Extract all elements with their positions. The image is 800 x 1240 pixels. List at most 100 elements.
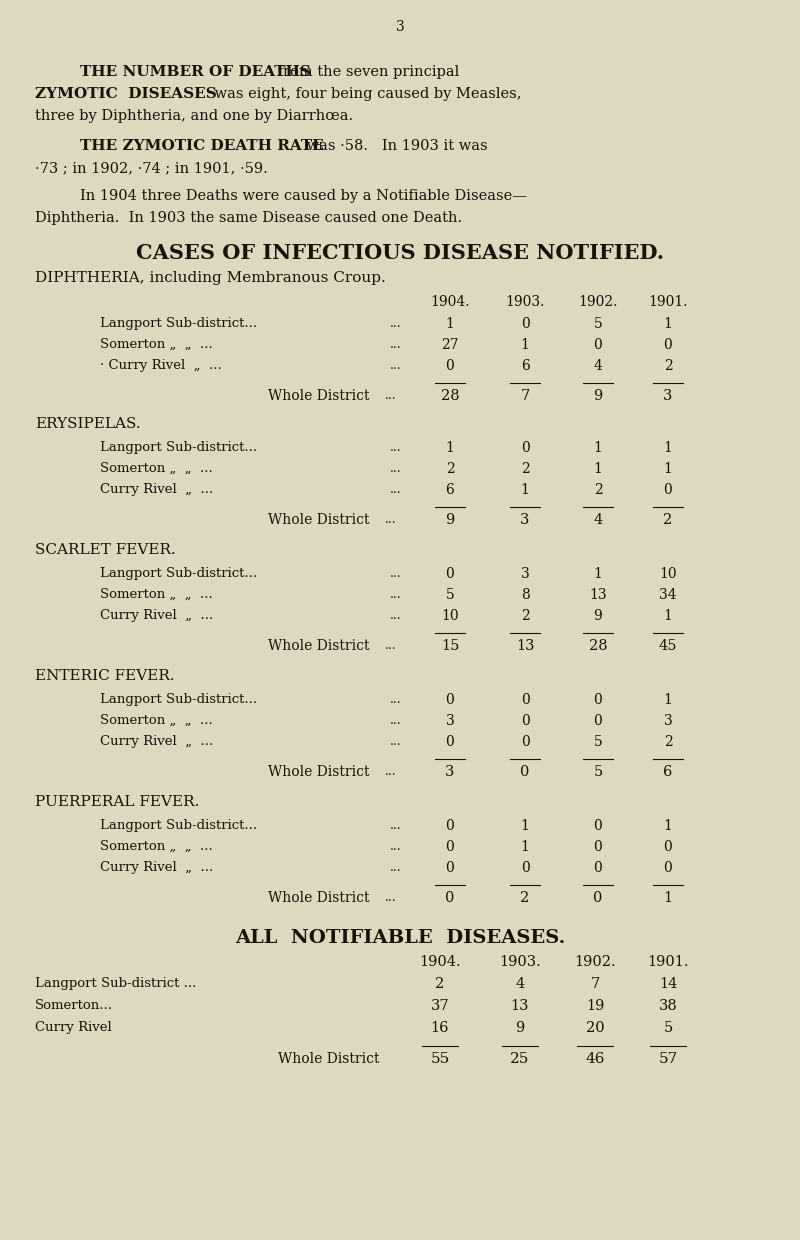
Text: 45: 45 xyxy=(658,639,678,653)
Text: Langport Sub-district...: Langport Sub-district... xyxy=(100,818,257,832)
Text: 27: 27 xyxy=(441,339,459,352)
Text: ZYMOTIC  DISEASES: ZYMOTIC DISEASES xyxy=(35,87,217,100)
Text: 3: 3 xyxy=(521,567,530,582)
Text: SCARLET FEVER.: SCARLET FEVER. xyxy=(35,543,176,557)
Text: 13: 13 xyxy=(589,588,607,601)
Text: Langport Sub-district...: Langport Sub-district... xyxy=(100,317,257,330)
Text: 25: 25 xyxy=(510,1052,530,1066)
Text: THE ZYMOTIC DEATH RATE: THE ZYMOTIC DEATH RATE xyxy=(80,139,324,153)
Text: CASES OF INFECTIOUS DISEASE NOTIFIED.: CASES OF INFECTIOUS DISEASE NOTIFIED. xyxy=(136,243,664,263)
Text: ...: ... xyxy=(390,735,402,748)
Text: 0: 0 xyxy=(521,861,530,875)
Text: 1: 1 xyxy=(663,441,673,455)
Text: Curry Rivel: Curry Rivel xyxy=(35,1021,112,1034)
Text: 1901.: 1901. xyxy=(648,295,688,309)
Text: Whole District: Whole District xyxy=(278,1052,380,1066)
Text: Curry Rivel  „  ...: Curry Rivel „ ... xyxy=(100,861,214,874)
Text: 3: 3 xyxy=(520,513,530,527)
Text: 1902.: 1902. xyxy=(578,295,618,309)
Text: 13: 13 xyxy=(510,999,530,1013)
Text: 8: 8 xyxy=(521,588,530,601)
Text: 2: 2 xyxy=(663,513,673,527)
Text: 4: 4 xyxy=(594,360,602,373)
Text: 2: 2 xyxy=(594,484,602,497)
Text: Langport Sub-district...: Langport Sub-district... xyxy=(100,567,257,580)
Text: Somerton „  „  ...: Somerton „ „ ... xyxy=(100,588,213,601)
Text: 1904.: 1904. xyxy=(430,295,470,309)
Text: ERYSIPELAS.: ERYSIPELAS. xyxy=(35,417,141,432)
Text: Somerton „  „  ...: Somerton „ „ ... xyxy=(100,714,213,727)
Text: ...: ... xyxy=(390,714,402,727)
Text: 10: 10 xyxy=(441,609,459,622)
Text: Whole District: Whole District xyxy=(269,892,370,905)
Text: 1: 1 xyxy=(663,818,673,833)
Text: ...: ... xyxy=(385,513,397,526)
Text: Langport Sub-district...: Langport Sub-district... xyxy=(100,441,257,454)
Text: 0: 0 xyxy=(446,693,454,707)
Text: 0: 0 xyxy=(521,714,530,728)
Text: 3: 3 xyxy=(664,714,672,728)
Text: 5: 5 xyxy=(594,765,602,779)
Text: 9: 9 xyxy=(515,1021,525,1035)
Text: THE NUMBER OF DEATHS: THE NUMBER OF DEATHS xyxy=(80,64,311,79)
Text: 28: 28 xyxy=(589,639,607,653)
Text: ...: ... xyxy=(390,861,402,874)
Text: 1: 1 xyxy=(663,463,673,476)
Text: Curry Rivel  „  ...: Curry Rivel „ ... xyxy=(100,609,214,622)
Text: 1: 1 xyxy=(521,818,530,833)
Text: ...: ... xyxy=(385,892,397,904)
Text: ...: ... xyxy=(390,441,402,454)
Text: ...: ... xyxy=(390,818,402,832)
Text: 5: 5 xyxy=(594,735,602,749)
Text: ...: ... xyxy=(390,484,402,496)
Text: ALL  NOTIFIABLE  DISEASES.: ALL NOTIFIABLE DISEASES. xyxy=(235,929,565,947)
Text: 37: 37 xyxy=(430,999,450,1013)
Text: 1: 1 xyxy=(446,317,454,331)
Text: 2: 2 xyxy=(521,463,530,476)
Text: Somerton...: Somerton... xyxy=(35,999,113,1012)
Text: was eight, four being caused by Measles,: was eight, four being caused by Measles, xyxy=(210,87,522,100)
Text: 1: 1 xyxy=(663,317,673,331)
Text: 9: 9 xyxy=(594,389,602,403)
Text: 10: 10 xyxy=(659,567,677,582)
Text: 0: 0 xyxy=(446,735,454,749)
Text: Somerton „  „  ...: Somerton „ „ ... xyxy=(100,339,213,351)
Text: 1: 1 xyxy=(594,567,602,582)
Text: ...: ... xyxy=(390,317,402,330)
Text: 0: 0 xyxy=(446,818,454,833)
Text: 1: 1 xyxy=(663,609,673,622)
Text: 0: 0 xyxy=(521,317,530,331)
Text: 0: 0 xyxy=(664,861,672,875)
Text: Somerton „  „  ...: Somerton „ „ ... xyxy=(100,463,213,475)
Text: 55: 55 xyxy=(430,1052,450,1066)
Text: 0: 0 xyxy=(594,339,602,352)
Text: 5: 5 xyxy=(663,1021,673,1035)
Text: 7: 7 xyxy=(590,977,600,991)
Text: was ·58.   In 1903 it was: was ·58. In 1903 it was xyxy=(302,139,488,153)
Text: 0: 0 xyxy=(521,693,530,707)
Text: Curry Rivel  „  ...: Curry Rivel „ ... xyxy=(100,735,214,748)
Text: 14: 14 xyxy=(659,977,677,991)
Text: 0: 0 xyxy=(594,839,602,854)
Text: Whole District: Whole District xyxy=(269,765,370,779)
Text: ENTERIC FEVER.: ENTERIC FEVER. xyxy=(35,670,174,683)
Text: 20: 20 xyxy=(586,1021,604,1035)
Text: ...: ... xyxy=(390,567,402,580)
Text: 0: 0 xyxy=(664,484,672,497)
Text: 1: 1 xyxy=(594,463,602,476)
Text: 13: 13 xyxy=(516,639,534,653)
Text: 46: 46 xyxy=(586,1052,605,1066)
Text: ...: ... xyxy=(390,693,402,706)
Text: Langport Sub-district ...: Langport Sub-district ... xyxy=(35,977,196,990)
Text: DIPHTHERIA, including Membranous Croup.: DIPHTHERIA, including Membranous Croup. xyxy=(35,272,386,285)
Text: Whole District: Whole District xyxy=(269,639,370,653)
Text: 0: 0 xyxy=(446,567,454,582)
Text: 1: 1 xyxy=(446,441,454,455)
Text: 0: 0 xyxy=(594,818,602,833)
Text: 1: 1 xyxy=(663,892,673,905)
Text: 38: 38 xyxy=(658,999,678,1013)
Text: 0: 0 xyxy=(594,693,602,707)
Text: 0: 0 xyxy=(446,360,454,373)
Text: 4: 4 xyxy=(594,513,602,527)
Text: 0: 0 xyxy=(594,714,602,728)
